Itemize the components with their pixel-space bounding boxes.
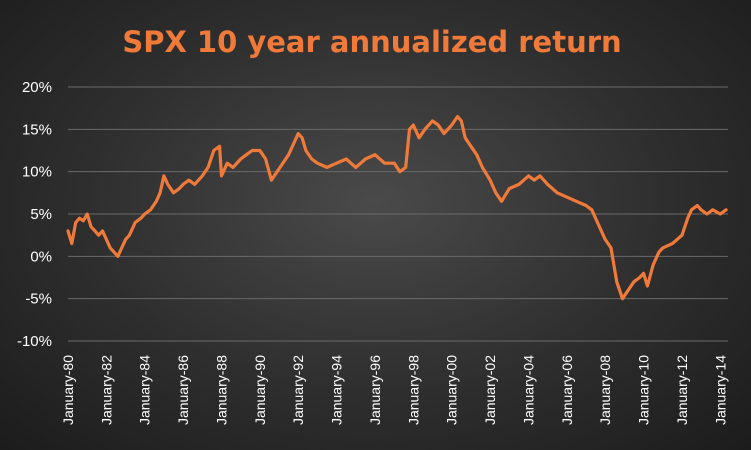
x-tick-label: January-94 [329, 355, 345, 425]
x-tick-label: January-06 [559, 355, 575, 425]
x-tick-label: January-84 [137, 355, 153, 425]
y-tick-label: -5% [25, 291, 52, 308]
x-tick-label: January-04 [520, 355, 536, 425]
x-tick-label: January-92 [290, 355, 306, 425]
x-tick-label: January-82 [98, 355, 114, 425]
x-tick-label: January-10 [636, 355, 652, 425]
x-axis-ticks: January-80 January-82 January-84 January-86… [60, 355, 728, 425]
y-axis-ticks: -10% -5% 0% 5% 10% 15% 20% [17, 79, 52, 350]
y-tick-label: 5% [30, 206, 52, 223]
x-tick-label: January-12 [674, 355, 690, 425]
x-tick-label: January-02 [482, 355, 498, 425]
series-layer [66, 114, 728, 301]
x-tick-label: January-80 [60, 355, 76, 425]
x-tick-label: January-14 [712, 355, 728, 425]
y-tick-label: 20% [22, 79, 52, 96]
x-tick-label: January-96 [367, 355, 383, 425]
x-tick-label: January-98 [405, 355, 421, 425]
y-tick-label: -10% [17, 333, 52, 350]
y-tick-label: 0% [30, 248, 52, 265]
x-tick-label: January-88 [213, 355, 229, 425]
gridlines [68, 86, 728, 342]
y-tick-label: 10% [22, 164, 52, 181]
chart-title: SPX 10 year annualized return [122, 25, 621, 59]
x-tick-label: January-90 [252, 355, 268, 425]
x-tick-label: January-08 [597, 355, 613, 425]
x-tick-label: January-86 [175, 355, 191, 425]
x-tick-label: January-00 [444, 355, 460, 425]
series-line [66, 114, 728, 301]
y-tick-label: 15% [22, 121, 52, 138]
